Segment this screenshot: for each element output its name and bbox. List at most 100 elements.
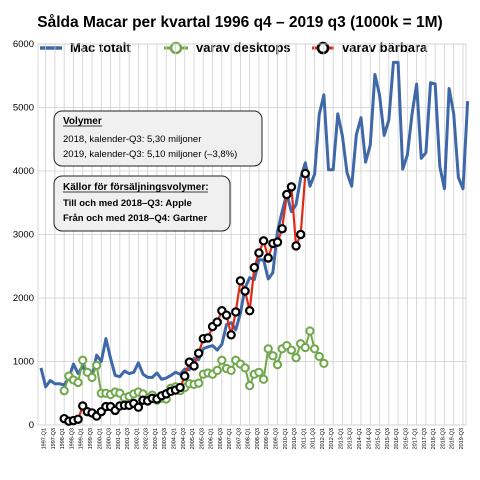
data-point-varav-barbara xyxy=(221,310,232,320)
data-point-varav-desktops xyxy=(59,386,69,396)
data-point-varav-desktops xyxy=(240,363,250,373)
x-tick-label: 2006-Q3 xyxy=(218,428,224,449)
x-tick-label: 2017-Q1 xyxy=(413,428,419,449)
annotation-volymer-title: Volymer xyxy=(63,116,102,127)
y-tick-label: 5000 xyxy=(13,103,34,114)
x-tick-label: 2011-Q1 xyxy=(301,428,307,449)
series-line-mac-totalt xyxy=(39,60,470,389)
annotation-volymer-line-2: 2019, kalender-Q3: 5,10 miljoner (–3,8%) xyxy=(63,149,237,160)
data-point-varav-desktops xyxy=(217,355,227,365)
legend: Mac totalt varav desktops varav bärbara xyxy=(40,40,428,55)
x-tick-label: 1998-Q3 xyxy=(69,428,75,449)
data-point-varav-desktops xyxy=(268,351,278,361)
x-tick-label: 1999-Q1 xyxy=(79,428,85,449)
x-tick-label: 2008-Q1 xyxy=(246,428,252,449)
x-tick-label: 2001-Q1 xyxy=(116,428,122,449)
legend-label-varav-desktops: varav desktops xyxy=(196,40,291,55)
annotation-kallor-box xyxy=(53,175,231,232)
x-tick-label: 2003-Q1 xyxy=(153,428,159,449)
x-tick-label: 2017-Q3 xyxy=(422,428,428,449)
x-tick-label: 2015-Q1 xyxy=(376,428,382,449)
data-point-varav-barbara xyxy=(291,241,301,251)
x-tick-label: 1999-Q3 xyxy=(88,428,94,449)
x-tick-label: 2005-Q3 xyxy=(199,428,205,449)
data-point-varav-desktops xyxy=(245,381,255,391)
annotation-volymer-box xyxy=(53,110,263,167)
x-tick-label: 2008-Q3 xyxy=(255,428,261,449)
legend-label-varav-barbara: varav bärbara xyxy=(342,40,428,55)
annotation-kallor: Källor för försäljningsvolymer: Till och… xyxy=(53,175,231,232)
x-tick-label: 2014-Q1 xyxy=(357,428,363,449)
data-point-varav-barbara xyxy=(78,401,88,411)
x-tick-label: 2013-Q1 xyxy=(338,428,344,449)
x-tick-label: 2013-Q3 xyxy=(348,428,354,449)
data-point-varav-desktops xyxy=(92,360,102,370)
x-tick-label: 2006-Q1 xyxy=(209,428,215,449)
y-tick-label: 3000 xyxy=(13,230,34,241)
x-tick-label: 2010-Q3 xyxy=(292,428,298,449)
x-tick-label: 2018-Q3 xyxy=(440,428,446,449)
x-tick-label: 2001-Q3 xyxy=(125,428,131,449)
x-tick-label: 2005-Q1 xyxy=(190,428,196,449)
data-point-varav-desktops xyxy=(194,378,204,388)
x-tick-label: 2009-Q1 xyxy=(264,428,270,449)
x-tick-label: 2019-Q1 xyxy=(450,428,456,449)
x-tick-label: 2016-Q3 xyxy=(403,428,409,449)
data-point-varav-barbara xyxy=(180,371,190,381)
x-tick-label: 2019-Q3 xyxy=(459,428,465,449)
data-point-varav-barbara xyxy=(235,276,246,286)
annotation-volymer-line-1: 2018, kalender-Q3: 5,30 miljoner xyxy=(63,134,201,145)
chart-title: Sålda Macar per kvartal 1996 q4 – 2019 q… xyxy=(37,14,442,31)
data-point-varav-barbara xyxy=(249,262,260,273)
data-point-varav-barbara xyxy=(231,307,241,317)
x-tick-label: 2014-Q3 xyxy=(366,428,372,449)
y-tick-label: 4000 xyxy=(13,166,34,177)
x-tick-label: 2009-Q3 xyxy=(274,428,280,449)
data-point-varav-barbara xyxy=(295,229,306,240)
x-tick-label: 1998-Q1 xyxy=(60,428,66,449)
data-point-varav-barbara xyxy=(189,361,199,371)
data-point-varav-barbara xyxy=(272,237,283,247)
data-point-varav-desktops xyxy=(258,374,269,384)
data-point-varav-desktops xyxy=(212,365,222,375)
data-point-varav-desktops xyxy=(305,326,315,336)
x-tick-label: 2002-Q1 xyxy=(134,428,140,449)
data-point-varav-desktops xyxy=(291,353,301,363)
x-tick-label: 2007-Q1 xyxy=(227,428,233,449)
legend-swatch-barbara-marker xyxy=(316,41,330,55)
y-tick-label: 1000 xyxy=(13,357,34,368)
data-point-varav-barbara xyxy=(226,330,236,340)
data-point-varav-barbara xyxy=(193,348,204,358)
data-point-varav-barbara xyxy=(240,286,250,296)
y-axis: 0 1000 2000 3000 4000 5000 6000 xyxy=(13,39,34,431)
x-tick-label: 2018-Q1 xyxy=(431,428,437,449)
y-tick-label: 2000 xyxy=(13,293,34,304)
x-tick-label: 2012-Q1 xyxy=(320,428,326,449)
data-point-varav-barbara xyxy=(203,333,213,343)
x-tick-label: 2000-Q1 xyxy=(97,428,103,449)
x-axis: 1997-Q1 1997-Q3 1998-Q1 1998-Q3 1999-Q1 1999-… xyxy=(42,428,465,449)
x-tick-label: 2007-Q3 xyxy=(236,428,242,449)
x-tick-label: 2012-Q3 xyxy=(329,428,335,449)
data-point-varav-barbara xyxy=(282,189,292,200)
data-point-varav-barbara xyxy=(263,253,273,263)
series-varav-barbara xyxy=(59,168,311,426)
y-tick-label: 0 xyxy=(29,420,34,431)
x-tick-label: 2015-Q3 xyxy=(385,428,391,449)
x-tick-label: 2004-Q1 xyxy=(171,428,177,449)
data-point-varav-desktops xyxy=(272,360,283,370)
x-tick-label: 2000-Q3 xyxy=(107,428,113,449)
data-point-varav-barbara xyxy=(133,402,144,412)
data-point-varav-barbara xyxy=(286,182,297,192)
series-mac-totalt xyxy=(39,60,470,389)
x-tick-label: 1997-Q3 xyxy=(51,428,57,449)
x-tick-label: 1997-Q1 xyxy=(42,428,48,449)
legend-swatch-desktops-marker xyxy=(169,41,183,55)
x-tick-label: 2002-Q3 xyxy=(144,428,150,449)
x-tick-label: 2016-Q1 xyxy=(394,428,400,449)
annotation-volymer: Volymer 2018, kalender-Q3: 5,30 miljoner… xyxy=(53,110,263,167)
data-point-varav-barbara xyxy=(244,306,255,316)
data-point-varav-desktops xyxy=(254,367,264,377)
